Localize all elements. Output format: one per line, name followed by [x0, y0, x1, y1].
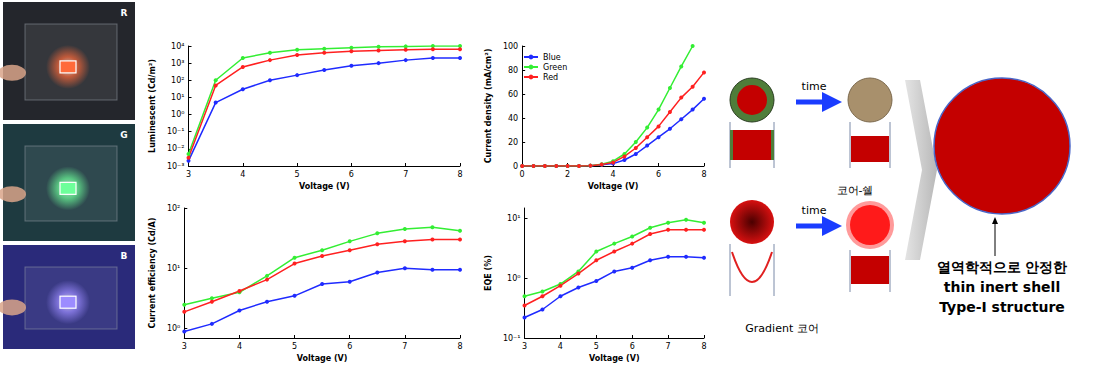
svg-text:Voltage (V): Voltage (V): [588, 182, 639, 191]
svg-text:10¹: 10¹: [167, 264, 180, 273]
svg-text:0: 0: [520, 170, 525, 179]
svg-text:6: 6: [349, 170, 354, 179]
svg-text:time: time: [802, 204, 827, 217]
svg-text:Blue: Blue: [543, 53, 561, 62]
svg-text:40: 40: [508, 114, 518, 123]
svg-text:7: 7: [666, 342, 671, 351]
svg-text:10⁻³: 10⁻³: [167, 162, 185, 171]
svg-text:Luminescent (Cd/m²): Luminescent (Cd/m²): [148, 59, 157, 153]
svg-text:thin inert shell: thin inert shell: [944, 279, 1060, 295]
svg-text:10⁰: 10⁰: [507, 274, 520, 283]
svg-text:Voltage (V): Voltage (V): [589, 354, 640, 363]
svg-text:60: 60: [508, 90, 518, 99]
svg-text:6: 6: [630, 342, 635, 351]
svg-text:6: 6: [656, 170, 661, 179]
svg-text:10²: 10²: [171, 76, 184, 85]
svg-text:4: 4: [237, 342, 242, 351]
svg-text:time: time: [802, 80, 827, 93]
svg-text:2: 2: [565, 170, 570, 179]
svg-text:R: R: [121, 8, 128, 18]
svg-text:10⁰: 10⁰: [167, 324, 180, 333]
svg-text:Voltage (V): Voltage (V): [299, 182, 350, 191]
svg-text:5: 5: [594, 342, 599, 351]
svg-text:10⁰: 10⁰: [171, 110, 184, 119]
svg-text:코어-쉘: 코어-쉘: [837, 184, 874, 197]
svg-text:100: 100: [503, 42, 518, 51]
svg-text:8: 8: [701, 342, 706, 351]
svg-text:4: 4: [611, 170, 616, 179]
svg-text:EQE (%): EQE (%): [484, 255, 493, 291]
svg-text:5: 5: [292, 342, 297, 351]
svg-text:10¹: 10¹: [507, 214, 520, 223]
svg-text:열역학적으로 안정한: 열역학적으로 안정한: [937, 259, 1068, 275]
svg-text:8: 8: [457, 170, 462, 179]
svg-text:0: 0: [513, 162, 518, 171]
svg-text:3: 3: [182, 342, 187, 351]
svg-text:Red: Red: [543, 73, 558, 82]
svg-text:G: G: [120, 130, 127, 140]
svg-text:10⁴: 10⁴: [171, 42, 184, 51]
svg-text:8: 8: [701, 170, 706, 179]
svg-text:Current density (mA/cm²): Current density (mA/cm²): [484, 49, 493, 164]
svg-text:3: 3: [522, 342, 527, 351]
svg-text:B: B: [121, 251, 128, 261]
svg-text:10⁻²: 10⁻²: [167, 144, 185, 153]
svg-text:10³: 10³: [171, 59, 184, 68]
svg-text:20: 20: [508, 138, 518, 147]
svg-text:Current efficiency (Cd/A): Current efficiency (Cd/A): [148, 218, 157, 329]
svg-text:6: 6: [347, 342, 352, 351]
svg-text:10¹: 10¹: [171, 93, 184, 102]
svg-text:7: 7: [402, 342, 407, 351]
svg-text:4: 4: [558, 342, 563, 351]
svg-text:Green: Green: [543, 63, 567, 72]
svg-text:Gradient 코어: Gradient 코어: [745, 322, 818, 335]
svg-text:Type-I structure: Type-I structure: [939, 299, 1065, 315]
svg-text:10²: 10²: [167, 204, 180, 213]
svg-text:4: 4: [240, 170, 245, 179]
svg-text:10⁻¹: 10⁻¹: [503, 334, 521, 343]
svg-text:Voltage (V): Voltage (V): [297, 354, 348, 363]
svg-text:7: 7: [403, 170, 408, 179]
svg-text:3: 3: [186, 170, 191, 179]
svg-text:8: 8: [457, 342, 462, 351]
svg-text:80: 80: [508, 66, 518, 75]
svg-text:10⁻¹: 10⁻¹: [167, 127, 185, 136]
svg-text:5: 5: [295, 170, 300, 179]
